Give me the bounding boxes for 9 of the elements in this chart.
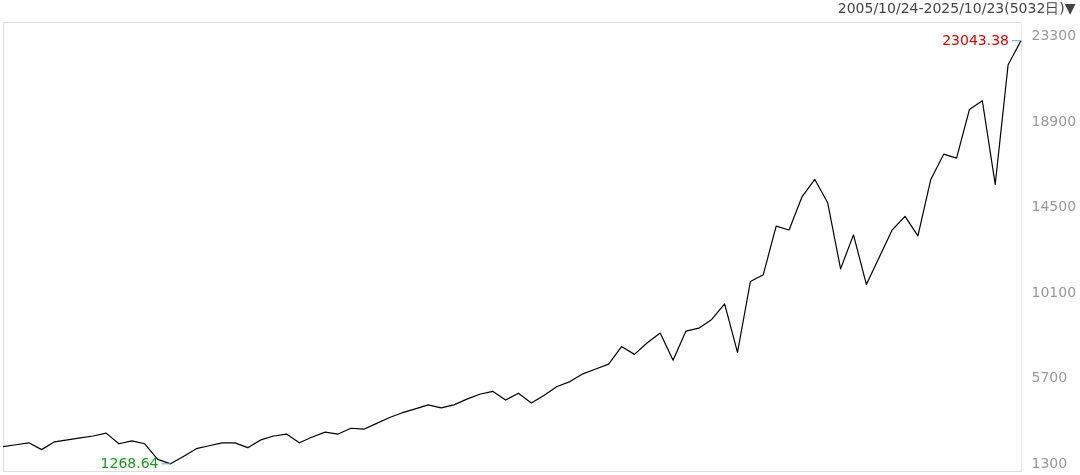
y-tick-label: 5700	[1031, 369, 1068, 386]
y-tick-label: 23300	[1031, 27, 1077, 44]
annotation: 23043.38	[942, 31, 1009, 48]
y-tick-label: 14500	[1031, 198, 1077, 215]
annotation: 1268.64	[100, 454, 159, 471]
y-tick-label: 18900	[1031, 112, 1077, 129]
y-tick-label: 10100	[1031, 283, 1077, 300]
y-tick-label: 1300	[1031, 454, 1068, 471]
chart-title: 2005/10/24-2025/10/23(5032日)▼	[837, 0, 1076, 16]
